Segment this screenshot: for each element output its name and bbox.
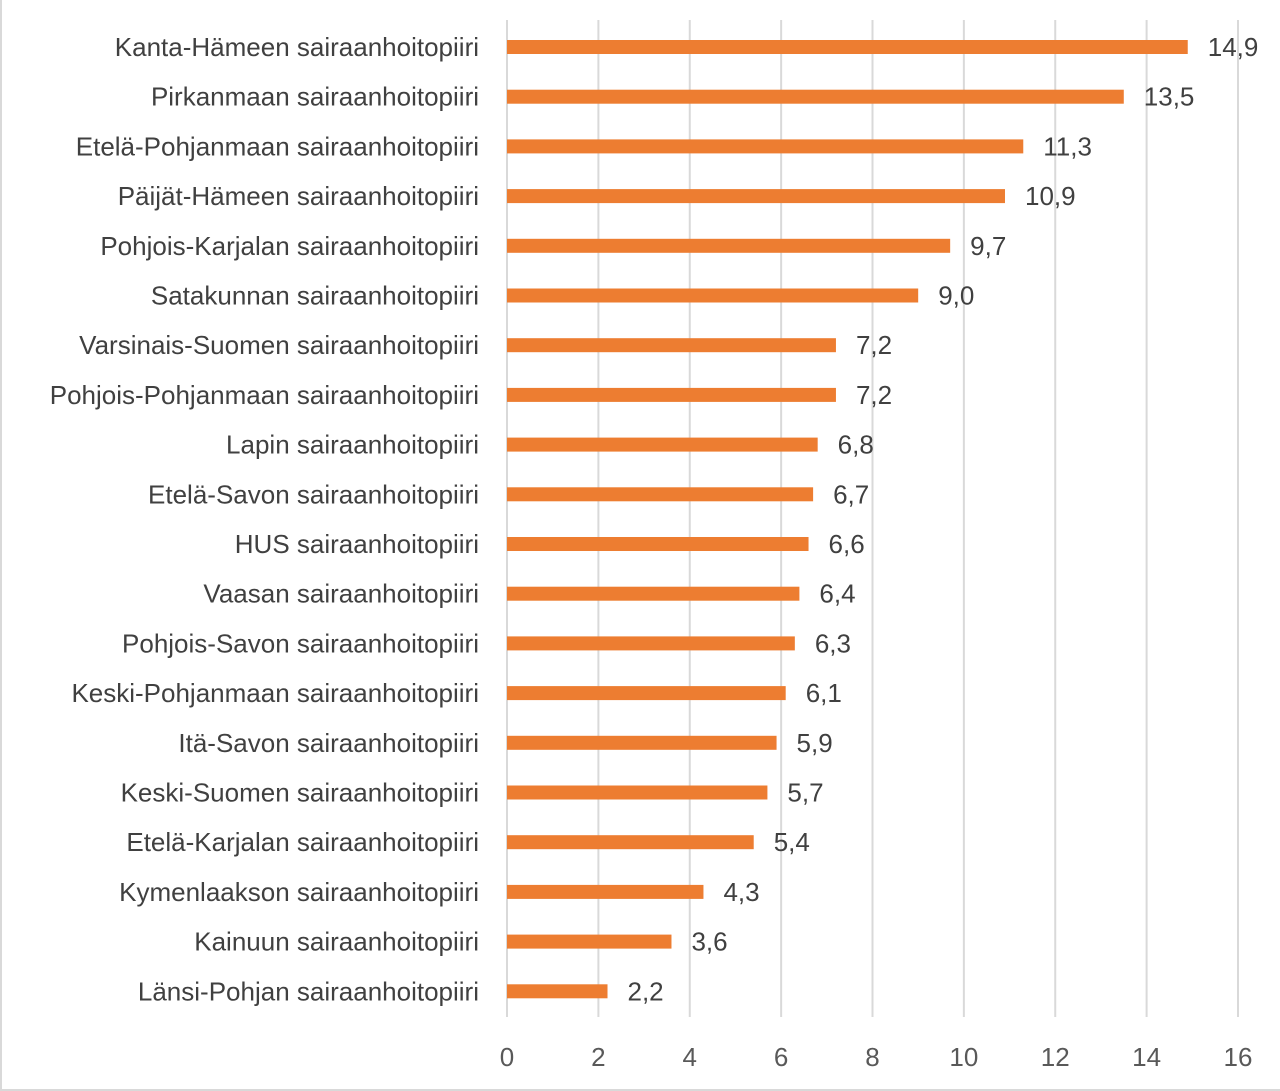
value-label: 11,3 xyxy=(1043,131,1092,161)
bar xyxy=(507,338,836,353)
bar xyxy=(507,487,814,502)
category-label: Länsi-Pohjan sairaanhoitopiiri xyxy=(138,976,479,1006)
bar xyxy=(507,238,951,253)
bar xyxy=(507,437,818,452)
category-label: Kanta-Hämeen sairaanhoitopiiri xyxy=(115,32,479,62)
category-label: Kymenlaakson sairaanhoitopiiri xyxy=(119,877,479,907)
gridlines xyxy=(506,20,1239,1017)
category-label: Kainuun sairaanhoitopiiri xyxy=(194,927,479,957)
value-label: 7,2 xyxy=(856,380,892,410)
x-tick-label: 6 xyxy=(774,1042,788,1072)
category-label: Pirkanmaan sairaanhoitopiiri xyxy=(151,82,479,112)
x-tick-label: 8 xyxy=(865,1042,879,1072)
value-label: 10,9 xyxy=(1025,181,1076,211)
value-label: 4,3 xyxy=(723,877,759,907)
bar xyxy=(507,89,1124,104)
category-label: Etelä-Pohjanmaan sairaanhoitopiiri xyxy=(76,131,479,161)
bar xyxy=(507,934,672,949)
category-label: Pohjois-Savon sairaanhoitopiiri xyxy=(122,628,479,658)
bar xyxy=(507,537,809,551)
category-labels: Kanta-Hämeen sairaanhoitopiiri Pirkanmaan… xyxy=(50,32,479,1006)
bar xyxy=(507,686,786,701)
x-axis-tick-labels: 0 2 4 6 8 10 12 14 16 xyxy=(500,1042,1253,1072)
value-label: 5,4 xyxy=(774,827,810,857)
bar xyxy=(507,835,754,850)
value-label: 6,3 xyxy=(815,628,851,658)
category-label: Itä-Savon sairaanhoitopiiri xyxy=(178,728,479,758)
bar xyxy=(507,984,608,999)
value-label: 6,4 xyxy=(819,579,855,609)
category-label: Etelä-Karjalan sairaanhoitopiiri xyxy=(126,827,479,857)
x-tick-label: 16 xyxy=(1224,1042,1253,1072)
category-label: Lapin sairaanhoitopiiri xyxy=(226,430,479,460)
category-label: Etelä-Savon sairaanhoitopiiri xyxy=(148,479,479,509)
bar xyxy=(507,636,795,651)
x-tick-label: 0 xyxy=(500,1042,514,1072)
value-label: 5,7 xyxy=(787,778,823,808)
bar xyxy=(507,586,800,601)
bar xyxy=(507,387,836,402)
value-label: 3,6 xyxy=(691,927,727,957)
category-label: Satakunnan sairaanhoitopiiri xyxy=(151,281,479,311)
value-label: 2,2 xyxy=(628,976,664,1006)
category-label: Pohjois-Karjalan sairaanhoitopiiri xyxy=(100,231,479,261)
value-label: 6,6 xyxy=(829,529,865,559)
value-label: 9,0 xyxy=(938,281,974,311)
category-label: Keski-Pohjanmaan sairaanhoitopiiri xyxy=(71,678,479,708)
x-tick-label: 12 xyxy=(1041,1042,1070,1072)
bar xyxy=(507,40,1188,54)
value-label: 6,7 xyxy=(833,479,869,509)
bar xyxy=(507,735,777,750)
bar xyxy=(507,785,768,800)
value-label: 5,9 xyxy=(797,728,833,758)
value-label: 7,2 xyxy=(856,330,892,360)
category-label: Pohjois-Pohjanmaan sairaanhoitopiiri xyxy=(50,380,479,410)
category-label: HUS sairaanhoitopiiri xyxy=(235,529,479,559)
value-label: 6,1 xyxy=(806,678,842,708)
category-label: Päijät-Hämeen sairaanhoitopiiri xyxy=(118,181,479,211)
value-label: 6,8 xyxy=(838,430,874,460)
x-tick-label: 4 xyxy=(683,1042,697,1072)
category-label: Varsinais-Suomen sairaanhoitopiiri xyxy=(79,330,479,360)
bar xyxy=(507,884,704,899)
x-tick-label: 14 xyxy=(1132,1042,1161,1072)
value-label: 14,9 xyxy=(1208,32,1259,62)
x-tick-label: 2 xyxy=(591,1042,605,1072)
value-labels: 14,9 13,5 11,3 10,9 9,7 9,0 7,2 7,2 6,8 6,7 6,6 6,4… xyxy=(628,32,1259,1006)
value-label: 9,7 xyxy=(970,231,1006,261)
x-tick-label: 10 xyxy=(949,1042,978,1072)
bars xyxy=(507,40,1188,999)
bar xyxy=(507,189,1005,204)
value-label: 13,5 xyxy=(1144,82,1195,112)
category-label: Keski-Suomen sairaanhoitopiiri xyxy=(121,778,479,808)
category-label: Vaasan sairaanhoitopiiri xyxy=(203,579,479,609)
bar xyxy=(507,288,919,303)
bar xyxy=(507,139,1024,154)
